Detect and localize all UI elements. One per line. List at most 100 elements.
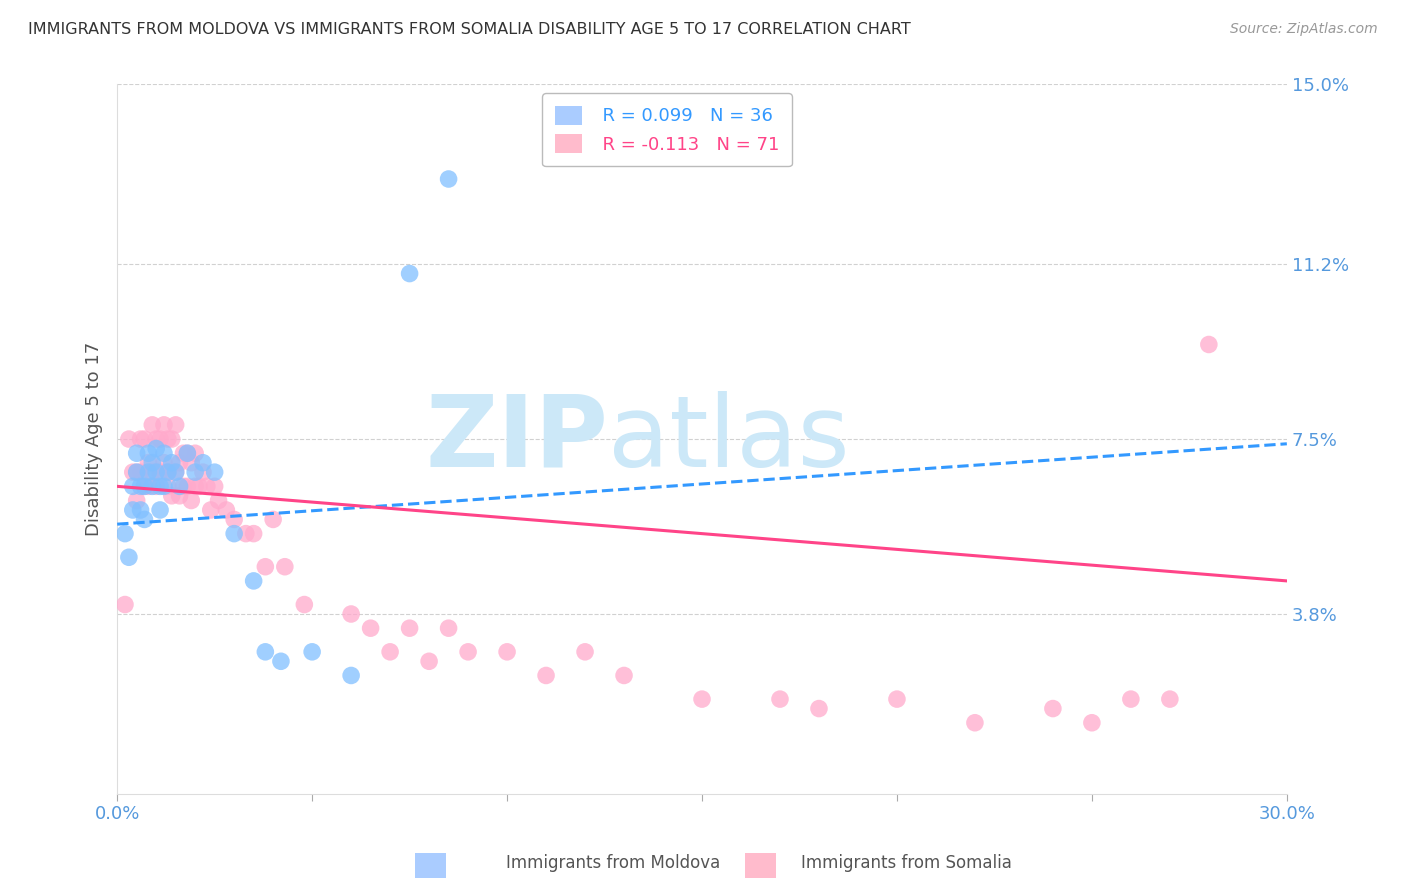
Point <box>886 692 908 706</box>
Point <box>153 446 176 460</box>
Point <box>1198 337 1220 351</box>
Point <box>242 574 264 588</box>
Point <box>270 654 292 668</box>
Point <box>1042 701 1064 715</box>
Point <box>191 465 214 479</box>
Point <box>138 465 160 479</box>
Point <box>254 559 277 574</box>
Point <box>138 446 160 460</box>
Point <box>129 503 152 517</box>
Point <box>156 465 179 479</box>
Point <box>534 668 557 682</box>
Point <box>118 550 141 565</box>
Point <box>301 645 323 659</box>
Point <box>156 479 179 493</box>
Point <box>457 645 479 659</box>
Point <box>121 465 143 479</box>
Text: ZIP: ZIP <box>426 391 609 488</box>
Point <box>1159 692 1181 706</box>
Point <box>398 621 420 635</box>
Point <box>496 645 519 659</box>
Point <box>235 526 257 541</box>
Point <box>125 465 148 479</box>
Point <box>160 489 183 503</box>
Point <box>188 479 211 493</box>
Point <box>149 432 172 446</box>
Point <box>172 479 194 493</box>
Point <box>172 446 194 460</box>
Point <box>180 456 202 470</box>
Point <box>204 479 226 493</box>
Text: Source: ZipAtlas.com: Source: ZipAtlas.com <box>1230 22 1378 37</box>
Point <box>169 456 191 470</box>
Point <box>138 479 160 493</box>
Point <box>418 654 440 668</box>
Point <box>145 465 167 479</box>
Point <box>153 456 176 470</box>
Point <box>215 503 238 517</box>
Point <box>129 479 152 493</box>
Point <box>125 446 148 460</box>
Point <box>180 493 202 508</box>
Point <box>340 668 363 682</box>
Point <box>125 493 148 508</box>
Point <box>149 503 172 517</box>
Point <box>574 645 596 659</box>
Point <box>145 442 167 456</box>
Point <box>134 512 156 526</box>
Point <box>165 417 187 432</box>
Point <box>141 417 163 432</box>
Point <box>145 479 167 493</box>
Point <box>134 479 156 493</box>
Point <box>690 692 713 706</box>
Point <box>169 489 191 503</box>
Point <box>176 446 198 460</box>
Point <box>184 465 207 479</box>
Text: Immigrants from Somalia: Immigrants from Somalia <box>801 855 1012 872</box>
Point <box>613 668 636 682</box>
Point <box>1119 692 1142 706</box>
Point <box>121 479 143 493</box>
Point <box>134 479 156 493</box>
Text: IMMIGRANTS FROM MOLDOVA VS IMMIGRANTS FROM SOMALIA DISABILITY AGE 5 TO 17 CORREL: IMMIGRANTS FROM MOLDOVA VS IMMIGRANTS FR… <box>28 22 911 37</box>
Point <box>378 645 401 659</box>
Point <box>138 456 160 470</box>
Point <box>360 621 382 635</box>
Point <box>169 479 191 493</box>
Point <box>156 432 179 446</box>
Point <box>160 432 183 446</box>
Point <box>153 479 176 493</box>
Point <box>224 526 246 541</box>
Point <box>437 621 460 635</box>
Point <box>437 172 460 186</box>
Text: atlas: atlas <box>609 391 851 488</box>
Legend:   R = 0.099   N = 36,   R = -0.113   N = 71: R = 0.099 N = 36, R = -0.113 N = 71 <box>543 94 792 167</box>
Point <box>129 465 152 479</box>
Point <box>1081 715 1104 730</box>
Point <box>769 692 792 706</box>
Point <box>165 465 187 479</box>
Point <box>153 417 176 432</box>
Point <box>204 465 226 479</box>
Point <box>141 479 163 493</box>
Point <box>807 701 830 715</box>
Point <box>224 512 246 526</box>
Point <box>200 503 222 517</box>
Point <box>114 526 136 541</box>
Point <box>156 465 179 479</box>
Point <box>149 479 172 493</box>
Point <box>340 607 363 621</box>
Point <box>963 715 986 730</box>
Point <box>176 446 198 460</box>
Point <box>176 479 198 493</box>
Point <box>134 432 156 446</box>
Point <box>262 512 284 526</box>
Point <box>274 559 297 574</box>
Point <box>191 456 214 470</box>
Point <box>292 598 315 612</box>
Point <box>207 493 229 508</box>
Point <box>125 465 148 479</box>
Point <box>149 465 172 479</box>
Point <box>184 446 207 460</box>
Y-axis label: Disability Age 5 to 17: Disability Age 5 to 17 <box>86 342 103 536</box>
